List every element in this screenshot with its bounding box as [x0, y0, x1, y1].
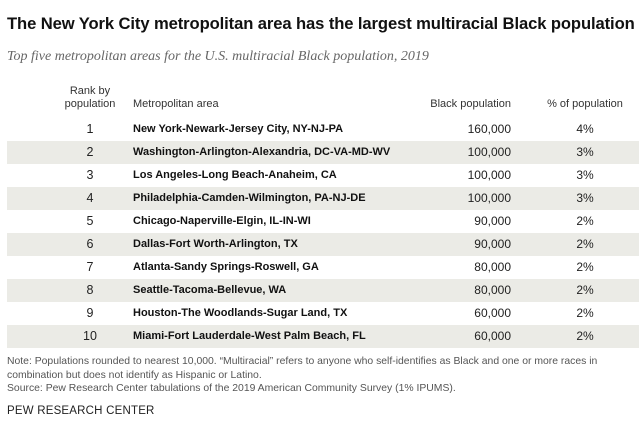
metro-cell: Washington-Arlington-Alexandria, DC-VA-M…: [133, 146, 391, 158]
percent-cell: 2%: [576, 329, 594, 343]
metro-cell: Los Angeles-Long Beach-Anaheim, CA: [133, 169, 337, 181]
metro-cell: Seattle-Tacoma-Bellevue, WA: [133, 284, 287, 296]
population-cell: 90,000: [474, 237, 511, 251]
population-cell: 100,000: [467, 168, 511, 182]
rank-cell: 9: [86, 306, 94, 320]
rank-cell: 6: [86, 237, 94, 251]
header-black-population: Black population: [430, 98, 511, 110]
population-cell: 60,000: [474, 329, 511, 343]
publisher-logo-text: PEW RESEARCH CENTER: [7, 405, 155, 417]
header-percent-of-population: % of population: [547, 98, 623, 110]
table-row: 9 Houston-The Woodlands-Sugar Land, TX 6…: [7, 302, 639, 325]
population-cell: 80,000: [474, 283, 511, 297]
metro-cell: New York-Newark-Jersey City, NY-NJ-PA: [133, 123, 344, 135]
table-row: 10 Miami-Fort Lauderdale-West Palm Beach…: [7, 325, 639, 348]
percent-cell: 2%: [576, 260, 594, 274]
metro-cell: Chicago-Naperville-Elgin, IL-IN-WI: [133, 215, 311, 227]
source-line: Source: Pew Research Center tabulations …: [7, 383, 456, 394]
percent-cell: 3%: [576, 191, 594, 205]
metro-cell: Dallas-Fort Worth-Arlington, TX: [133, 238, 298, 250]
table-body: 1 New York-Newark-Jersey City, NY-NJ-PA …: [7, 118, 639, 348]
table-row: 7 Atlanta-Sandy Springs-Roswell, GA 80,0…: [7, 256, 639, 279]
rank-cell: 8: [86, 283, 94, 297]
figure-title: The New York City metropolitan area has …: [7, 14, 635, 33]
metro-cell: Miami-Fort Lauderdale-West Palm Beach, F…: [133, 330, 366, 342]
percent-cell: 3%: [576, 145, 594, 159]
rank-cell: 5: [86, 214, 94, 228]
table-row: 3 Los Angeles-Long Beach-Anaheim, CA 100…: [7, 164, 639, 187]
metro-cell: Atlanta-Sandy Springs-Roswell, GA: [133, 261, 319, 273]
metro-cell: Houston-The Woodlands-Sugar Land, TX: [133, 307, 348, 319]
population-cell: 160,000: [467, 122, 511, 136]
table-row: 5 Chicago-Naperville-Elgin, IL-IN-WI 90,…: [7, 210, 639, 233]
metro-cell: Philadelphia-Camden-Wilmington, PA-NJ-DE: [133, 192, 366, 204]
header-rank: Rank by population: [64, 85, 116, 110]
table-row: 8 Seattle-Tacoma-Bellevue, WA 80,000 2%: [7, 279, 639, 302]
rank-cell: 7: [86, 260, 94, 274]
rank-cell: 10: [83, 329, 97, 343]
population-cell: 100,000: [467, 145, 511, 159]
rank-cell: 2: [86, 145, 94, 159]
table-row: 4 Philadelphia-Camden-Wilmington, PA-NJ-…: [7, 187, 639, 210]
percent-cell: 2%: [576, 283, 594, 297]
population-cell: 80,000: [474, 260, 511, 274]
population-cell: 60,000: [474, 306, 511, 320]
rank-cell: 4: [86, 191, 94, 205]
percent-cell: 2%: [576, 237, 594, 251]
population-cell: 100,000: [467, 191, 511, 205]
population-cell: 90,000: [474, 214, 511, 228]
header-metro-area: Metropolitan area: [133, 98, 219, 110]
percent-cell: 2%: [576, 306, 594, 320]
table-row: 6 Dallas-Fort Worth-Arlington, TX 90,000…: [7, 233, 639, 256]
rank-cell: 3: [86, 168, 94, 182]
percent-cell: 4%: [576, 122, 594, 136]
table-row: 2 Washington-Arlington-Alexandria, DC-VA…: [7, 141, 639, 164]
table-row: 1 New York-Newark-Jersey City, NY-NJ-PA …: [7, 118, 639, 141]
rank-cell: 1: [86, 122, 94, 136]
percent-cell: 3%: [576, 168, 594, 182]
percent-cell: 2%: [576, 214, 594, 228]
footnote: Note: Populations rounded to nearest 10,…: [7, 356, 598, 381]
figure-subtitle: Top five metropolitan areas for the U.S.…: [7, 49, 429, 64]
